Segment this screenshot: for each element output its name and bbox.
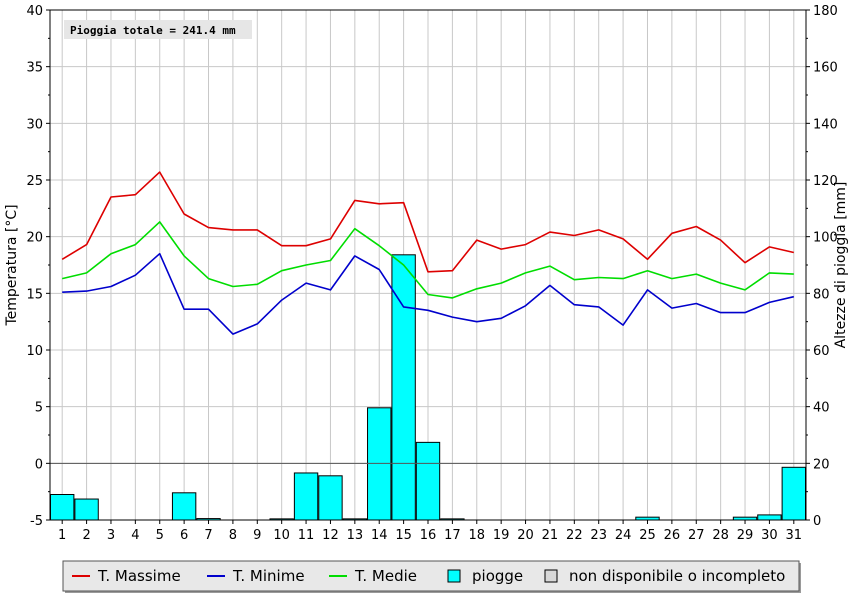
- x-tick-label: 28: [712, 528, 729, 543]
- x-tick-label: 4: [131, 528, 139, 543]
- x-tick-label: 14: [371, 528, 388, 543]
- x-tick-label: 18: [469, 528, 486, 543]
- y-left-tick-label: 10: [26, 344, 43, 359]
- x-tick-label: 15: [395, 528, 412, 543]
- y-left-tick-label: -5: [30, 514, 43, 529]
- x-tick-label: 30: [761, 528, 778, 543]
- y-right-axis-title: Altezze di pioggia [mm]: [833, 182, 849, 349]
- x-tick-label: 8: [229, 528, 237, 543]
- y-right-tick-label: 140: [813, 117, 838, 132]
- x-tick-label: 22: [566, 528, 583, 543]
- x-tick-label: 26: [664, 528, 681, 543]
- y-left-tick-label: 15: [26, 287, 43, 302]
- y-right-tick-label: 180: [813, 4, 838, 19]
- rain-bar: [781, 466, 807, 521]
- x-tick-label: 24: [615, 528, 632, 543]
- rain-bar: [171, 492, 197, 521]
- x-tick-label: 23: [590, 528, 607, 543]
- x-tick-label: 3: [107, 528, 115, 543]
- rain-bar: [318, 475, 343, 521]
- x-tick-label: 13: [347, 528, 364, 543]
- legend-label: piogge: [472, 567, 523, 585]
- rain-total-annotation: Pioggia totale = 241.4 mm: [70, 24, 236, 37]
- legend-label: non disponibile o incompleto: [569, 567, 785, 585]
- grid: [50, 9, 806, 521]
- series-line-t-massime: [61, 171, 794, 273]
- annotation-box: Pioggia totale = 241.4 mm: [64, 20, 252, 39]
- y-left-tick-label: 35: [26, 61, 43, 76]
- x-tick-label: 6: [180, 528, 188, 543]
- legend-box: [62, 560, 800, 592]
- annotation-background: [64, 20, 252, 39]
- x-tick-label: 31: [786, 528, 803, 543]
- rain-bar: [50, 494, 75, 521]
- rain-bar: [74, 498, 99, 521]
- legend-label: T. Medie: [354, 567, 417, 585]
- y-right-tick-label: 0: [813, 514, 821, 529]
- y-left-tick-label: 40: [26, 4, 43, 19]
- x-tick-label: 17: [444, 528, 461, 543]
- x-tick-label: 16: [420, 528, 437, 543]
- x-tick-label: 29: [737, 528, 754, 543]
- x-tick-label: 1: [58, 528, 66, 543]
- series-line-t-medie: [62, 221, 794, 299]
- y-right-tick-label: 120: [813, 174, 838, 189]
- y-right-tick-label: 160: [813, 61, 838, 76]
- x-tick-label: 9: [253, 528, 261, 543]
- rain-bars: [50, 254, 807, 521]
- x-tick-label: 2: [82, 528, 90, 543]
- x-tick-label: 10: [273, 528, 290, 543]
- x-tick-label: 19: [493, 528, 510, 543]
- y-left-tick-label: 5: [35, 401, 43, 416]
- legend: T. Massime T. Minime T. Medie piogge non dis…: [62, 560, 801, 593]
- y-right-tick-label: 20: [813, 457, 830, 472]
- y-right-tick-label: 100: [813, 231, 838, 246]
- rain-bar: [293, 472, 319, 521]
- y-left-tick-label: 25: [26, 174, 43, 189]
- x-tick-label: 5: [156, 528, 164, 543]
- legend-label: T. Massime: [97, 567, 181, 585]
- x-tick-label: 21: [542, 528, 559, 543]
- x-tick-label: 27: [688, 528, 705, 543]
- legend-swatch-box: [447, 569, 461, 583]
- y-right-tick-label: 40: [813, 401, 830, 416]
- axes: -505101520253035400204060801001201401601…: [26, 4, 837, 543]
- rain-bar: [367, 407, 392, 521]
- y-right-tick-label: 60: [813, 344, 830, 359]
- x-tick-label: 11: [298, 528, 315, 543]
- legend-label: T. Minime: [232, 567, 305, 585]
- y-left-tick-label: 0: [35, 457, 43, 472]
- y-right-tick-label: 80: [813, 287, 830, 302]
- x-tick-label: 7: [204, 528, 212, 543]
- legend-swatch-box: [544, 569, 558, 583]
- x-tick-label: 20: [517, 528, 534, 543]
- temperature-lines: [61, 171, 794, 335]
- y-left-tick-label: 20: [26, 231, 43, 246]
- x-tick-label: 25: [639, 528, 656, 543]
- y-left-tick-label: 30: [26, 117, 43, 132]
- rain-bar: [757, 514, 782, 521]
- y-left-axis-title: Temperatura [°C]: [4, 204, 20, 326]
- x-tick-label: 12: [322, 528, 339, 543]
- rain-bar: [415, 441, 441, 521]
- series-line-t-minime: [62, 252, 794, 335]
